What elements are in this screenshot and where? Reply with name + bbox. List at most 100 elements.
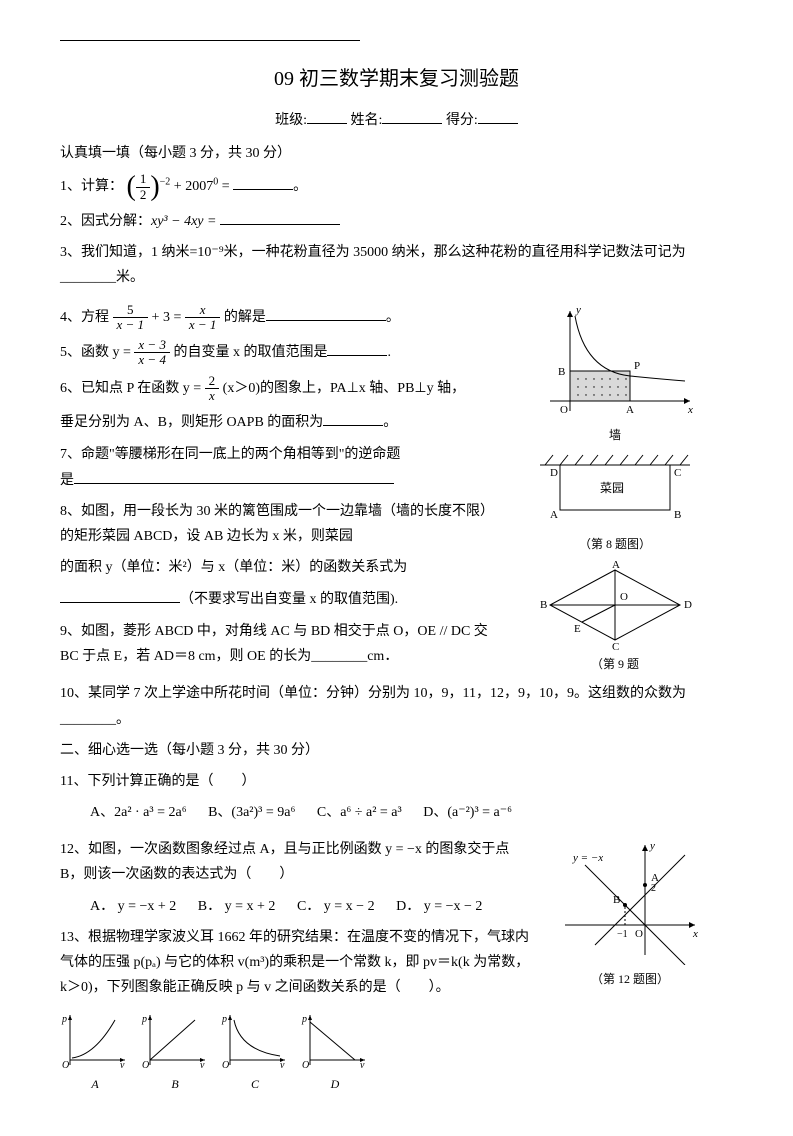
fig12-yeqnx: y = −x — [572, 852, 603, 864]
q4-pre: 4、方程 — [60, 310, 113, 325]
q12-opt-d[interactable]: D． y = −x − 2 — [396, 899, 482, 914]
q4-f1n: 5 — [113, 303, 149, 318]
q1-end: 。 — [293, 179, 307, 194]
question-3: 3、我们知道，1 纳米=10⁻⁹米，一种花粉直径为 35000 纳米，那么这种花… — [60, 240, 733, 290]
fig8-A: A — [550, 509, 558, 521]
q4-f1d: x − 1 — [113, 318, 149, 332]
fig12-O: O — [635, 928, 643, 940]
question-8c: （不要求写出自变量 x 的取值范围). — [60, 586, 490, 612]
q13-graph-c[interactable]: p v O C — [220, 1006, 290, 1096]
figure-q9: A B D C O E — [530, 560, 700, 650]
svg-text:O: O — [302, 1060, 309, 1070]
q6-frac: 2x — [205, 374, 220, 404]
svg-text:O: O — [142, 1060, 149, 1070]
fig9-E: E — [574, 623, 581, 635]
q5-pre: 5、函数 y = — [60, 345, 134, 360]
q4-frac2: xx − 1 — [185, 303, 221, 333]
fig8-B: B — [674, 509, 681, 521]
question-13: 13、根据物理学家波义耳 1662 年的研究结果：在温度不变的情况下，气球内气体… — [60, 925, 530, 1001]
svg-text:O: O — [62, 1060, 69, 1070]
svg-text:v: v — [200, 1060, 205, 1070]
fig9-caption: （第 9 题 — [500, 654, 730, 676]
q1-num: 1 — [136, 172, 151, 187]
question-6: 6、已知点 P 在函数 y = 2x (x＞0)的图象上，PA⊥x 轴、PB⊥y… — [60, 374, 490, 436]
question-8b: 的面积 y（单位：米²）与 x（单位：米）的函数关系式为 — [60, 555, 490, 580]
q13-graphs: p v O A p v O B — [60, 1006, 530, 1096]
question-9: 9、如图，菱形 ABCD 中，对角线 AC 与 BD 相交于点 O，OE // … — [60, 619, 490, 669]
q4-blank[interactable] — [266, 304, 386, 321]
q12-opt-a[interactable]: A． y = −x + 2 — [90, 899, 176, 914]
question-10: 10、某同学 7 次上学途中所花时间（单位：分钟）分别为 10，9，11，12，… — [60, 681, 733, 731]
svg-text:v: v — [120, 1060, 125, 1070]
question-7: 7、命题"等腰梯形在同一底上的两个角相等到"的逆命题 是 — [60, 442, 490, 493]
q1-eq: = — [222, 179, 233, 194]
fig12-neg1: −1 — [617, 929, 628, 940]
q7-line2: 是 — [60, 473, 74, 488]
q13-graph-d[interactable]: p v O D — [300, 1006, 370, 1096]
svg-text:v: v — [360, 1060, 365, 1070]
question-12: 12、如图，一次函数图象经过点 A，且与正比例函数 y = −x 的图象交于点 … — [60, 837, 530, 887]
q1-exp: −2 — [160, 177, 171, 188]
q13-graph-b[interactable]: p v O B — [140, 1006, 210, 1096]
q4-mid: + 3 = — [152, 310, 185, 325]
fig6-A: A — [626, 404, 634, 416]
fig9-A: A — [612, 560, 620, 571]
q11-opt-a[interactable]: A、2a² · a³ = 2a⁶ — [90, 805, 187, 820]
class-blank[interactable] — [307, 107, 347, 124]
q2-expr: xy³ − 4xy = — [151, 214, 220, 229]
q6-post: (x＞0)的图象上，PA⊥x 轴、PB⊥y 轴， — [223, 381, 465, 396]
q13-label-a: A — [91, 1077, 98, 1091]
q1-plus: + 2007 — [174, 179, 213, 194]
svg-text:p: p — [61, 1014, 67, 1025]
q12-opt-c[interactable]: C． y = x − 2 — [297, 899, 375, 914]
q11-opt-b[interactable]: B、(3a²)³ = 9a⁶ — [208, 805, 295, 820]
fig12-B: B — [613, 894, 620, 906]
fig12-y: y — [649, 840, 655, 852]
fig8-D: D — [550, 467, 558, 479]
fig12-x: x — [692, 928, 698, 940]
q5-blank[interactable] — [327, 339, 387, 356]
q1-paren-close: ) — [150, 171, 159, 202]
fig9-O: O — [620, 591, 628, 603]
q8-blank[interactable] — [60, 586, 180, 603]
question-5: 5、函数 y = x − 3x − 4 的自变量 x 的取值范围是. — [60, 338, 490, 368]
question-8: 8、如图，用一段长为 30 米的篱笆围成一个一边靠墙（墙的长度不限）的矩形菜园 … — [60, 499, 490, 549]
q1-pre: 1、计算： — [60, 179, 123, 194]
fig8-caption: （第 8 题图） — [500, 534, 730, 556]
fig6-P: P — [634, 360, 640, 372]
fig12-two: 2 — [651, 883, 656, 894]
q2-blank[interactable] — [220, 208, 340, 225]
q1-blank[interactable] — [233, 173, 293, 190]
q6-fd: x — [205, 389, 220, 403]
q2-pre: 2、因式分解： — [60, 214, 151, 229]
name-blank[interactable] — [382, 107, 442, 124]
fig9-D: D — [684, 599, 692, 611]
q13-graph-a[interactable]: p v O A — [60, 1006, 130, 1096]
q6-blank[interactable] — [323, 409, 383, 426]
fig6-x: x — [687, 404, 693, 416]
score-label: 得分: — [446, 113, 478, 128]
q5-frac: x − 3x − 4 — [134, 338, 170, 368]
q6-line2: 垂足分别为 A、B，则矩形 OAPB 的面积为 — [60, 415, 323, 430]
q11-opt-c[interactable]: C、a⁶ ÷ a² = a³ — [317, 805, 402, 820]
q13-label-c: C — [251, 1077, 259, 1091]
name-label: 姓名: — [351, 113, 383, 128]
q6-pre: 6、已知点 P 在函数 y = — [60, 381, 205, 396]
fig6-O: O — [560, 404, 568, 416]
meta-line: 班级: 姓名: 得分: — [60, 107, 733, 133]
section-1-heading: 认真填一填（每小题 3 分，共 30 分） — [60, 141, 733, 166]
q5-fd: x − 4 — [134, 353, 170, 367]
svg-text:p: p — [301, 1014, 307, 1025]
fig12-caption: （第 12 题图） — [540, 969, 720, 991]
q12-opt-b[interactable]: B． y = x + 2 — [198, 899, 276, 914]
question-2: 2、因式分解：xy³ − 4xy = — [60, 208, 733, 234]
q7-blank[interactable] — [74, 467, 394, 484]
svg-text:O: O — [222, 1060, 229, 1070]
figure-q12: y x O A B 2 −1 y = −x — [555, 835, 705, 965]
q11-opt-d[interactable]: D、(a⁻²)³ = a⁻⁶ — [423, 805, 512, 820]
question-4: 4、方程 5x − 1 + 3 = xx − 1 的解是。 — [60, 303, 490, 333]
q6-end: 。 — [383, 415, 397, 430]
q1-paren-open: ( — [127, 171, 136, 202]
question-1: 1、计算： (12)−2 + 20070 = 。 — [60, 172, 733, 202]
score-blank[interactable] — [478, 107, 518, 124]
